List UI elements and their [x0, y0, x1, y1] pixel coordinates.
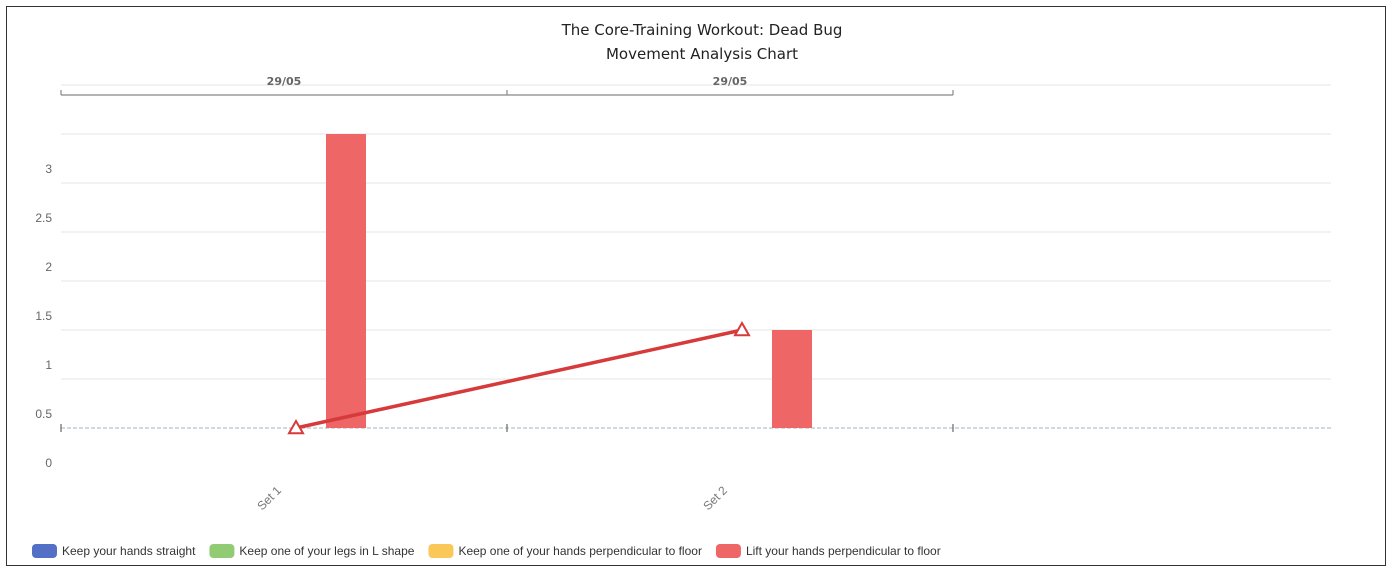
chart-title-line1: The Core-Training Workout: Dead Bug — [561, 21, 843, 39]
y-axis-tick-label: 1.5 — [35, 309, 52, 323]
bar — [772, 330, 812, 428]
legend-swatch — [428, 544, 453, 558]
legend-swatch — [32, 544, 57, 558]
legend-label: Keep one of your legs in L shape — [239, 544, 414, 558]
y-axis-tick-label: 1 — [45, 358, 52, 372]
chart-title-line2: Movement Analysis Chart — [606, 45, 798, 63]
y-axis-tick-label: 2.5 — [35, 211, 52, 225]
legend-label: Keep your hands straight — [62, 544, 196, 558]
top-axis-date-label: 29/05 — [713, 75, 748, 88]
y-axis-tick-label: 0 — [45, 456, 52, 470]
bar — [326, 134, 366, 428]
grid-lines — [61, 85, 1331, 379]
top-axis-date-label: 29/05 — [267, 75, 302, 88]
legend-label: Lift your hands perpendicular to floor — [746, 544, 941, 558]
legend-swatch — [209, 544, 234, 558]
x-axis: Set 1 Set 2 — [61, 424, 1331, 513]
x-axis-category-label: Set 1 — [254, 483, 284, 513]
y-axis-tick-label: 2 — [45, 260, 52, 274]
line-point-marker — [735, 323, 749, 335]
y-axis: 0 0.5 1 1.5 2 2.5 3 — [35, 162, 52, 470]
legend-swatch — [716, 544, 741, 558]
legend: Keep your hands straight Keep one of your… — [32, 544, 941, 558]
chart-container: The Core-Training Workout: Dead Bug Move… — [6, 6, 1386, 566]
y-axis-tick-label: 0.5 — [35, 407, 52, 421]
chart-svg: The Core-Training Workout: Dead Bug Move… — [7, 7, 1387, 567]
legend-label: Keep one of your hands perpendicular to … — [458, 544, 702, 558]
x-axis-category-label: Set 2 — [700, 483, 730, 513]
y-axis-tick-label: 3 — [45, 162, 52, 176]
